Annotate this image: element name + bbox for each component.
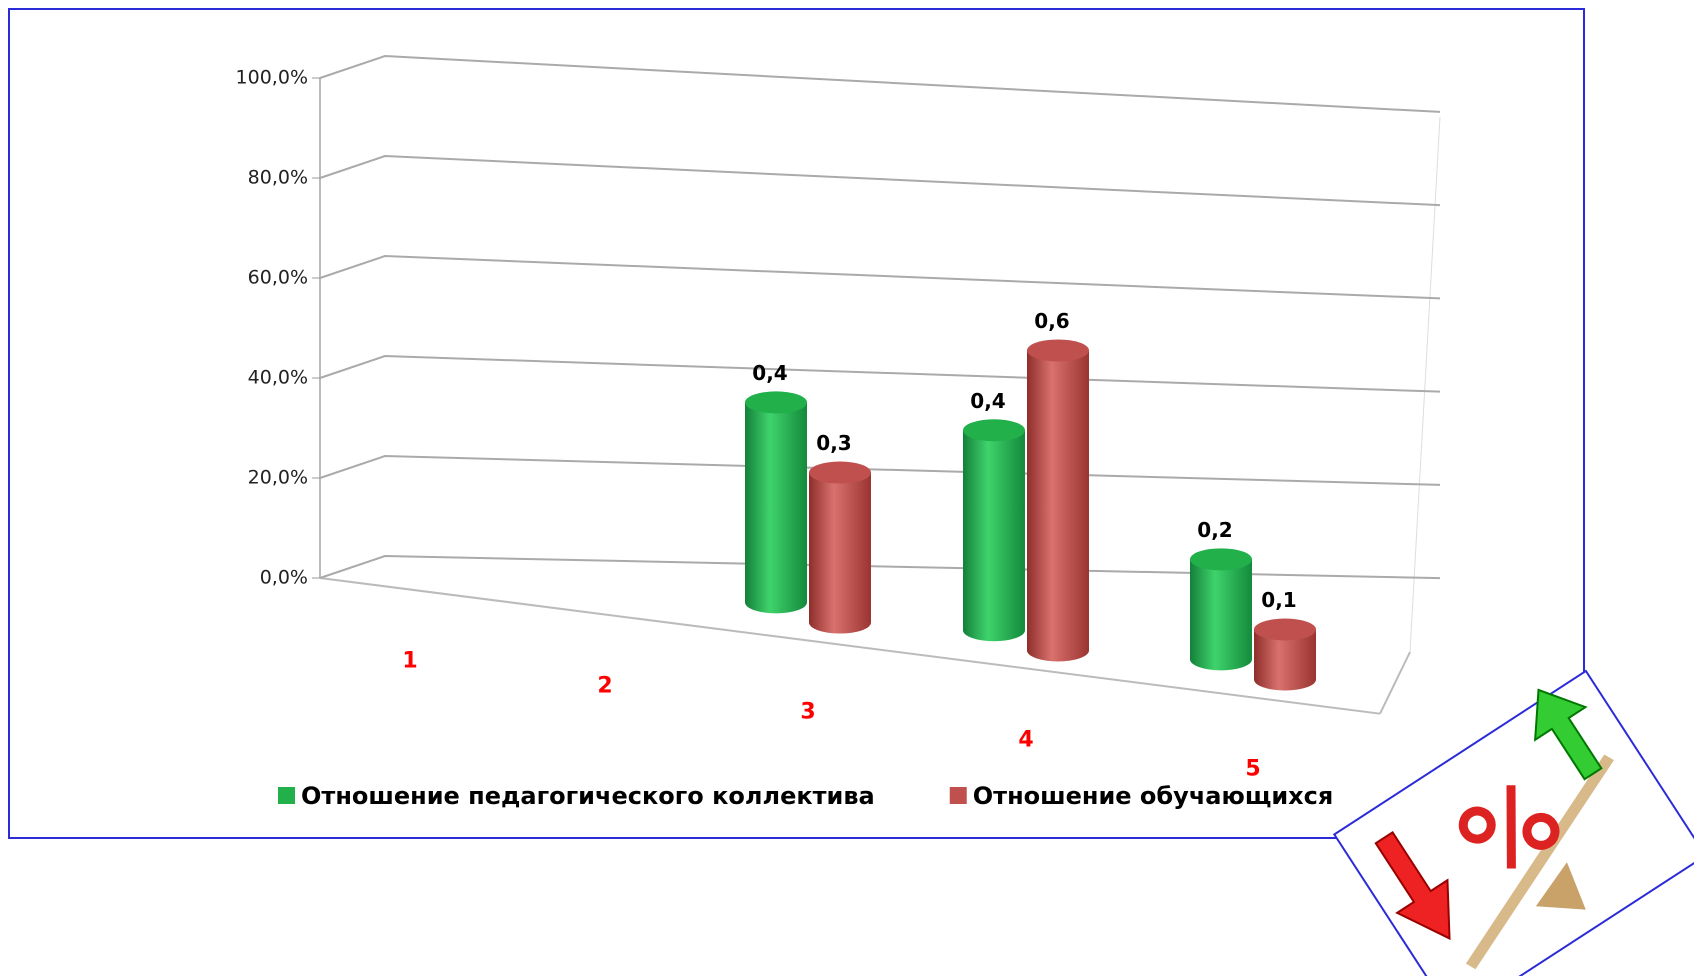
icon-pivot bbox=[1535, 862, 1586, 910]
bar-body bbox=[745, 402, 807, 603]
bar-top bbox=[1254, 618, 1316, 641]
legend-label: Отношение педагогического коллектива bbox=[301, 782, 875, 810]
value-label: 0,4 bbox=[970, 389, 1005, 413]
bar-top bbox=[809, 461, 871, 484]
y-tick-label: 20,0% bbox=[248, 467, 308, 489]
bar-top bbox=[963, 419, 1025, 442]
bar bbox=[1254, 618, 1316, 691]
bar bbox=[745, 391, 807, 614]
wall-edge bbox=[1409, 116, 1441, 653]
floor-front bbox=[319, 577, 1381, 715]
icon-percent bbox=[1506, 785, 1516, 869]
value-label: 0,6 bbox=[1034, 309, 1069, 333]
y-tick-label: 60,0% bbox=[248, 267, 308, 289]
grid-line bbox=[319, 254, 1441, 300]
value-label: 0,4 bbox=[752, 361, 787, 385]
bar bbox=[963, 419, 1025, 642]
grid-line bbox=[319, 554, 1441, 580]
x-tick-label: 5 bbox=[1245, 756, 1260, 781]
grid-line bbox=[319, 54, 1441, 113]
y-tick-label: 80,0% bbox=[248, 167, 308, 189]
chart-border bbox=[8, 8, 1585, 839]
x-tick-label: 1 bbox=[402, 649, 417, 674]
x-tick-label: 2 bbox=[597, 673, 612, 698]
bar-top bbox=[1190, 548, 1252, 571]
value-label: 0,2 bbox=[1197, 518, 1232, 542]
bar-top bbox=[1027, 339, 1089, 362]
grid-line bbox=[319, 454, 1441, 486]
legend-swatch bbox=[949, 787, 967, 804]
legend-label: Отношение обучающихся bbox=[973, 782, 1334, 810]
x-tick-label: 4 bbox=[1018, 727, 1033, 752]
floor-right bbox=[1379, 651, 1411, 715]
y-tick-label: 40,0% bbox=[248, 367, 308, 389]
icon-arrow-down bbox=[1374, 830, 1451, 941]
icon-frame bbox=[1332, 669, 1694, 980]
legend-swatch bbox=[278, 787, 295, 804]
x-tick-label: 3 bbox=[800, 699, 815, 724]
y-tick-label: 100,0% bbox=[236, 67, 308, 89]
bar bbox=[809, 461, 871, 634]
icon-percent bbox=[1458, 806, 1496, 844]
bar-body bbox=[809, 472, 871, 623]
bar bbox=[1027, 339, 1089, 662]
grid-line bbox=[319, 154, 1441, 207]
y-tick-label: 0,0% bbox=[260, 567, 308, 589]
bar-body bbox=[1027, 350, 1089, 651]
value-label: 0,1 bbox=[1261, 588, 1296, 612]
grid-line bbox=[319, 354, 1441, 393]
icon-plank bbox=[1465, 754, 1614, 970]
bar-body bbox=[1190, 559, 1252, 660]
icon-percent bbox=[1522, 812, 1560, 850]
value-label: 0,3 bbox=[816, 431, 851, 455]
icon bbox=[1332, 669, 1694, 980]
bar-body bbox=[963, 430, 1025, 631]
bar-top bbox=[745, 391, 807, 414]
icon-arrow-up bbox=[1534, 688, 1603, 781]
bar bbox=[1190, 548, 1252, 671]
